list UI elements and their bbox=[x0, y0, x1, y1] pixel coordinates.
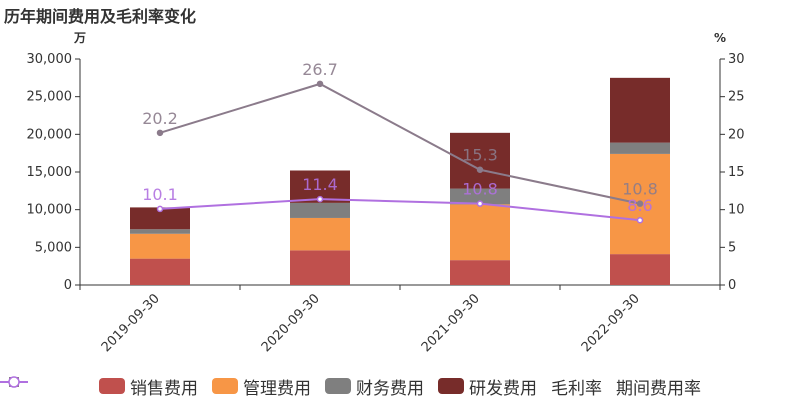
bar-finance bbox=[290, 202, 350, 218]
bar-rnd bbox=[450, 132, 510, 189]
chart-title: 历年期间费用及毛利率变化 bbox=[4, 7, 197, 26]
point-expense-ratio bbox=[476, 200, 484, 207]
legend-label-finance: 财务费用 bbox=[356, 378, 424, 399]
point-gross-margin bbox=[476, 166, 484, 173]
right-axis-tick-label: 10 bbox=[728, 203, 745, 218]
bar-rnd bbox=[610, 77, 670, 143]
bar-sales bbox=[610, 254, 670, 285]
x-axis-tick-label: 2019-09-30 bbox=[99, 291, 163, 355]
legend: 销售费用 管理费用 财务费用 研发费用 毛利率 期间费用率 bbox=[0, 374, 800, 399]
point-expense-ratio bbox=[316, 195, 324, 203]
x-axis-tick-label: 2021-09-30 bbox=[419, 291, 483, 355]
x-axis-tick-label: 2020-09-30 bbox=[259, 291, 323, 355]
bar-finance bbox=[130, 229, 190, 234]
bar-finance bbox=[610, 142, 670, 154]
left-axis-tick-label: 5,000 bbox=[35, 240, 72, 255]
point-expense-ratio bbox=[636, 216, 644, 224]
legend-label-admin: 管理费用 bbox=[243, 378, 311, 399]
legend-line-marker-expense-ratio bbox=[0, 376, 28, 388]
legend-item-admin[interactable]: 管理费用 bbox=[212, 374, 311, 399]
point-expense-ratio bbox=[156, 205, 164, 213]
data-label-expense-ratio: 11.4 bbox=[302, 175, 338, 194]
legend-swatch-rnd bbox=[438, 378, 464, 394]
legend-label-expense-ratio: 期间费用率 bbox=[616, 378, 701, 399]
right-axis-tick-label: 30 bbox=[728, 52, 745, 67]
legend-label-sales: 销售费用 bbox=[130, 378, 198, 399]
legend-swatch-admin bbox=[212, 378, 238, 394]
data-label-gross-margin: 20.2 bbox=[142, 109, 178, 128]
bar-sales bbox=[130, 258, 190, 285]
point-gross-margin bbox=[316, 80, 324, 88]
data-label-gross-margin: 10.8 bbox=[622, 180, 658, 199]
data-label-expense-ratio: 10.1 bbox=[142, 185, 178, 204]
legend-label-rnd: 研发费用 bbox=[469, 378, 537, 399]
data-label-gross-margin: 26.7 bbox=[302, 60, 338, 79]
left-axis-tick-label: 25,000 bbox=[27, 90, 73, 105]
right-axis-tick-label: 0 bbox=[728, 278, 736, 293]
left-axis-tick-label: 30,000 bbox=[27, 52, 73, 67]
legend-item-rnd[interactable]: 研发费用 bbox=[438, 374, 537, 399]
legend-label-gross-margin: 毛利率 bbox=[551, 378, 602, 399]
data-label-expense-ratio: 10.8 bbox=[462, 180, 498, 199]
legend-item-gross-margin[interactable]: 毛利率 bbox=[0, 374, 602, 399]
data-label-gross-margin: 15.3 bbox=[462, 146, 498, 165]
bar-admin bbox=[290, 217, 350, 251]
bar-sales bbox=[290, 250, 350, 285]
point-gross-margin bbox=[636, 200, 644, 207]
right-axis-unit: % bbox=[714, 31, 726, 45]
data-label-expense-ratio: 8.6 bbox=[627, 196, 652, 215]
left-axis-tick-label: 10,000 bbox=[27, 203, 73, 218]
x-axis-tick-label: 2022-09-30 bbox=[579, 291, 643, 355]
left-axis-tick-label: 0 bbox=[64, 278, 72, 293]
bar-admin bbox=[130, 233, 190, 259]
right-axis-tick-label: 25 bbox=[728, 90, 745, 105]
left-axis-tick-label: 15,000 bbox=[27, 165, 73, 180]
left-axis-unit: 万 bbox=[73, 31, 86, 45]
bar-sales bbox=[450, 260, 510, 285]
bar-admin bbox=[450, 204, 510, 261]
legend-item-expense-ratio[interactable]: 期间费用率 bbox=[0, 374, 701, 399]
right-axis-tick-label: 5 bbox=[728, 240, 736, 255]
bar-finance bbox=[450, 188, 510, 205]
right-axis-tick-label: 20 bbox=[728, 127, 745, 142]
legend-item-sales[interactable]: 销售费用 bbox=[99, 374, 198, 399]
legend-item-finance[interactable]: 财务费用 bbox=[325, 374, 424, 399]
left-axis-tick-label: 20,000 bbox=[27, 127, 73, 142]
legend-swatch-sales bbox=[99, 378, 125, 394]
point-gross-margin bbox=[156, 129, 164, 137]
bar-rnd bbox=[130, 207, 190, 230]
line-expense-ratio bbox=[159, 198, 641, 222]
line-gross-margin bbox=[159, 82, 641, 205]
legend-swatch-finance bbox=[325, 378, 351, 394]
right-axis-tick-label: 15 bbox=[728, 165, 745, 180]
